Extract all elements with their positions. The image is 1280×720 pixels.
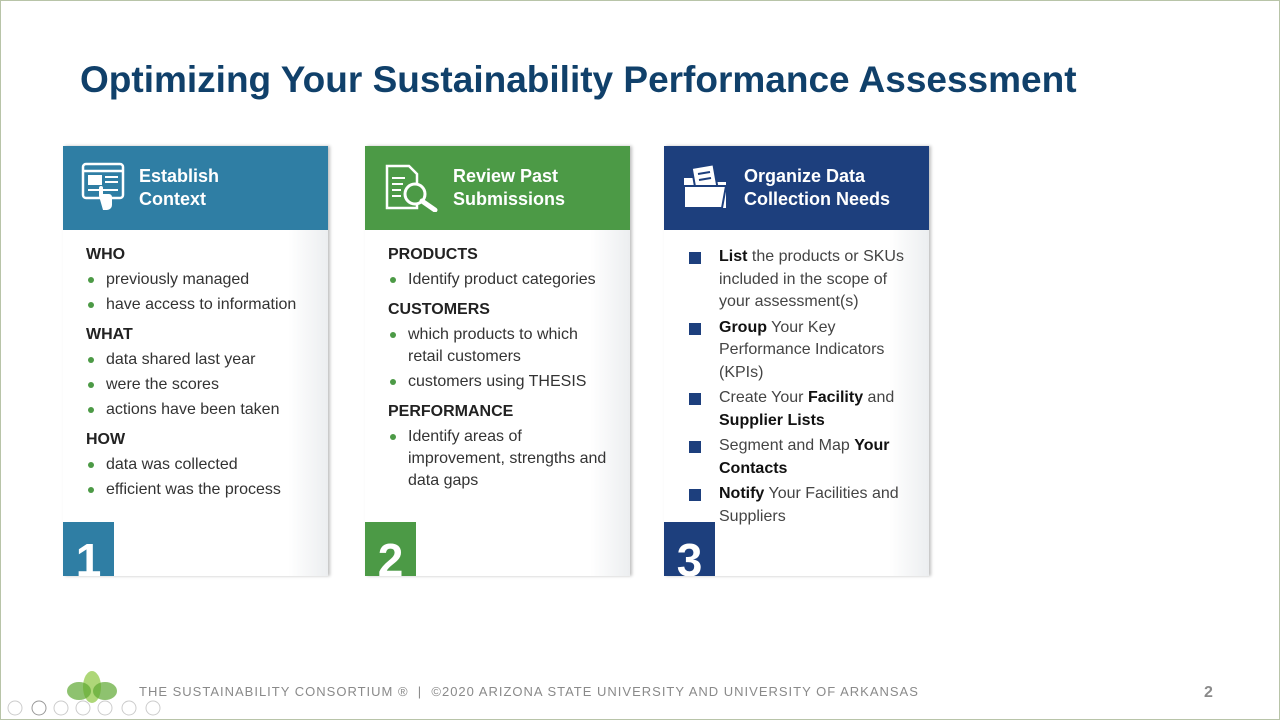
section-heading: WHO <box>86 246 126 263</box>
list-item: data was collected <box>86 454 311 476</box>
item-text: Notify <box>719 485 765 502</box>
item-text: Your Facilities and Suppliers <box>719 485 899 525</box>
item-text: and <box>863 389 895 406</box>
list-item: List the products or SKUs included in th… <box>687 246 912 314</box>
card: Review Past Submissions PRODUCTS Identify… <box>365 146 630 576</box>
list-item: previously managed <box>86 269 311 291</box>
list-item: Create Your Facility and Supplier Lists <box>687 387 912 432</box>
card-number: 3 <box>664 522 715 576</box>
list-item: which products to which retail customers <box>388 324 613 368</box>
list-item: Identify product categories <box>388 269 613 291</box>
card-title: Establish Context <box>139 166 220 209</box>
slide-title: Optimizing Your Sustainability Performan… <box>80 59 1077 100</box>
card-body: PRODUCTS Identify product categories CUSTO… <box>388 246 613 495</box>
section-heading: PERFORMANCE <box>388 403 514 420</box>
card-body: List the products or SKUs included in th… <box>687 246 912 531</box>
card-header: Organize Data Collection Needs <box>664 146 929 230</box>
list-item: customers using THESIS <box>388 371 613 393</box>
page-number: 2 <box>1204 684 1213 701</box>
card-number: 1 <box>63 522 114 576</box>
item-text: Group <box>719 318 767 336</box>
icon <box>385 164 438 212</box>
section-heading: PRODUCTS <box>388 246 478 263</box>
list-item: actions have been taken <box>86 399 311 421</box>
card-header: Establish Context <box>63 146 328 230</box>
card: Establish Context WHO previously managed h… <box>63 146 328 576</box>
card-title: Review Past Submissions <box>453 166 566 209</box>
card-header: Review Past Submissions <box>365 146 630 230</box>
logo <box>67 671 117 703</box>
card-number: 2 <box>365 522 416 576</box>
playback-controls[interactable] <box>5 699 175 717</box>
list-item: were the scores <box>86 374 311 396</box>
list-item: have access to information <box>86 294 311 316</box>
card-body: WHO previously managed have access to info… <box>86 246 311 504</box>
list-item: Segment and Map Your Contacts <box>687 435 912 480</box>
list-item: data shared last year <box>86 349 311 371</box>
item-text: Supplier Lists <box>719 411 825 429</box>
list-item: Notify Your Facilities and Suppliers <box>687 483 912 528</box>
item-text: the products or SKUs included in the sco… <box>719 248 904 310</box>
list-item: efficient was the process <box>86 479 311 501</box>
item-text: Create Your <box>719 389 808 406</box>
icon <box>683 164 728 209</box>
item-text: Facility <box>807 389 864 406</box>
card: Organize Data Collection Needs List the … <box>664 146 929 576</box>
section-heading: HOW <box>86 431 126 448</box>
section-heading: WHAT <box>86 326 133 343</box>
item-text: Your Key Performance Indicators (KPIs) <box>719 318 885 381</box>
list-item: Group Your Key Performance Indicators (K… <box>687 317 912 385</box>
list-item: Identify areas of improvement, strengths… <box>388 426 613 492</box>
footer-text: THE SUSTAINABILITY CONSORTIUM ® | ©2020 … <box>139 684 919 699</box>
section-heading: CUSTOMERS <box>388 301 490 318</box>
item-text: Your Contacts <box>719 437 890 477</box>
item-text: List <box>719 248 748 265</box>
item-text: Segment and Map <box>719 437 855 454</box>
card-title: Organize Data Collection Needs <box>744 166 891 209</box>
icon <box>81 162 125 210</box>
